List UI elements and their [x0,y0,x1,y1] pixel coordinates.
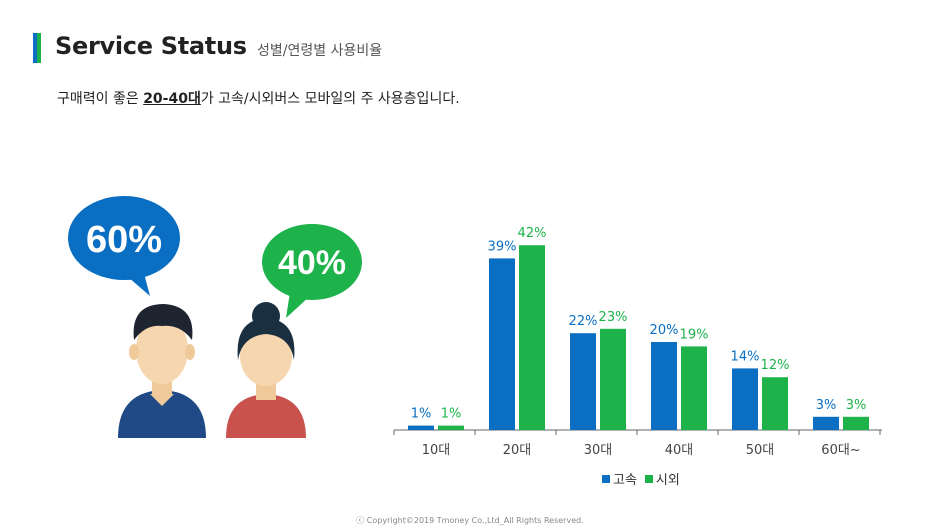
lead-highlight: 20-40대 [143,91,201,107]
legend-label-express: 고속 [613,473,637,488]
chart-marks: 1% 1% 10대 39%42% 20대 22% 23% 30대 20% 19% 40대 14%12%… [393,226,882,458]
category-label-5: 60대~ [821,443,860,458]
data-label-intercity-3: 19% [680,327,709,342]
data-label-intercity-5: 3% [846,398,867,413]
data-label-intercity-4: 12% [761,358,790,373]
category-label-4: 50대 [746,443,775,458]
bar-express-5 [813,416,839,430]
data-label-intercity-1: 42% [518,226,547,241]
data-label-express-5: 3% [816,398,837,413]
category-label-3: 40대 [665,443,694,458]
lead-text: 구매력이 좋은 20-40대가 고속/시외버스 모바일의 주 사용층입니다. [57,88,460,108]
bar-express-0 [408,425,434,430]
category-label-2: 30대 [584,443,613,458]
female-percent: 40% [278,244,346,282]
category-label-0: 10대 [422,443,451,458]
category-label-1: 20대 [503,443,532,458]
lead-prefix: 구매력이 좋은 [57,91,144,107]
copyright-footer: ⓒ Copyright©2019 Tmoney Co.,Ltd_All Righ… [356,516,584,525]
data-label-express-2: 22% [569,314,598,329]
lead-suffix: 가 고속/시외버스 모바일의 주 사용층입니다. [200,91,460,107]
male-speech-bubble [68,196,180,296]
data-label-express-1: 39% [488,239,517,254]
legend-item-express: 고속 [602,469,637,488]
bar-express-1 [489,258,515,430]
data-label-intercity-2: 23% [599,310,628,325]
bar-intercity-2 [600,328,626,430]
legend-swatch-intercity [644,474,653,483]
bar-intercity-4 [762,377,788,430]
legend-item-intercity: 시외 [644,469,680,488]
page-subtitle: 성별/연령별 사용비율 [257,43,383,59]
bar-intercity-0 [438,425,464,430]
data-label-express-0: 1% [411,407,432,422]
chart-legend: 고속 시외 [602,469,680,488]
bar-intercity-3 [681,346,707,430]
bar-intercity-5 [843,416,869,430]
legend-label-intercity: 시외 [655,473,680,488]
legend-swatch-express [602,474,610,483]
page-title: Service Status [55,32,247,60]
title-accent-bar [33,33,41,63]
male-person-icon [118,304,206,438]
bar-express-2 [570,333,596,430]
data-label-intercity-0: 1% [441,407,462,422]
data-label-express-3: 20% [650,323,679,338]
male-percent: 60% [86,219,162,261]
bar-intercity-1 [519,245,545,430]
female-person-icon [226,302,306,438]
bar-express-3 [651,342,677,430]
bar-express-4 [732,368,758,430]
female-speech-bubble [262,224,362,318]
data-label-express-4: 14% [731,349,760,364]
